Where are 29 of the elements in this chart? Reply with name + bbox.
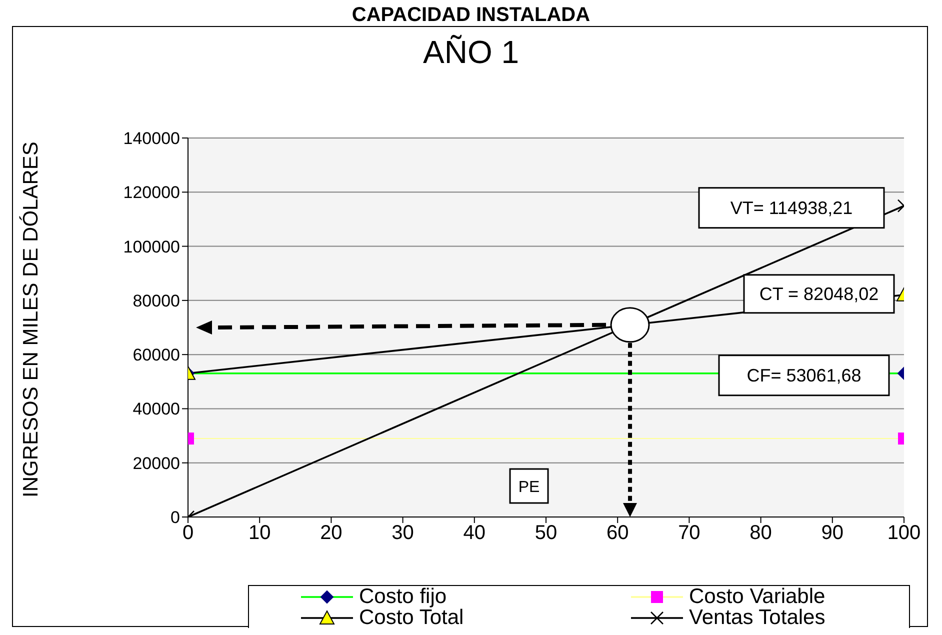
y-tick-label: 140000 — [123, 129, 180, 148]
x-tick-label: 0 — [182, 522, 194, 544]
y-tick-label: 120000 — [123, 183, 180, 202]
x-tick-label: 100 — [887, 522, 921, 544]
annotation: PE — [518, 479, 540, 496]
x-tick-label: 10 — [248, 522, 271, 544]
y-tick-label: 0 — [170, 508, 180, 528]
y-tick-label: 20000 — [132, 454, 180, 473]
x-tick-label: 40 — [463, 522, 486, 544]
chart-title: CAPACIDAD INSTALADA — [350, 4, 592, 27]
legend-label: Ventas Totales — [689, 606, 826, 628]
chart-subtitle: AÑO 1 — [422, 34, 520, 71]
x-tick-label: 50 — [534, 522, 558, 544]
x-tick-label: 30 — [392, 522, 414, 544]
x-tick-label: 90 — [821, 522, 844, 544]
x-tick-label: 80 — [750, 522, 772, 544]
x-tick-label: 60 — [606, 522, 629, 544]
y-tick-label: 100000 — [123, 237, 180, 256]
x-tick-label: 70 — [678, 522, 700, 544]
y-tick-label: 40000 — [132, 400, 180, 419]
annotation: CF= 53061,68 — [746, 365, 862, 386]
legend-label: Costo fijo — [359, 584, 447, 608]
annotation: CT = 82048,02 — [759, 284, 879, 304]
y-tick-label: 80000 — [132, 291, 180, 310]
y-tick-label: 60000 — [132, 346, 180, 365]
x-tick-label: 20 — [320, 522, 342, 544]
y-axis-title: INGRESOS EN MILES DE DÓLARES — [18, 142, 42, 498]
annotation: VT= 114938,21 — [730, 198, 853, 218]
legend-label: Costo Variable — [689, 584, 826, 608]
